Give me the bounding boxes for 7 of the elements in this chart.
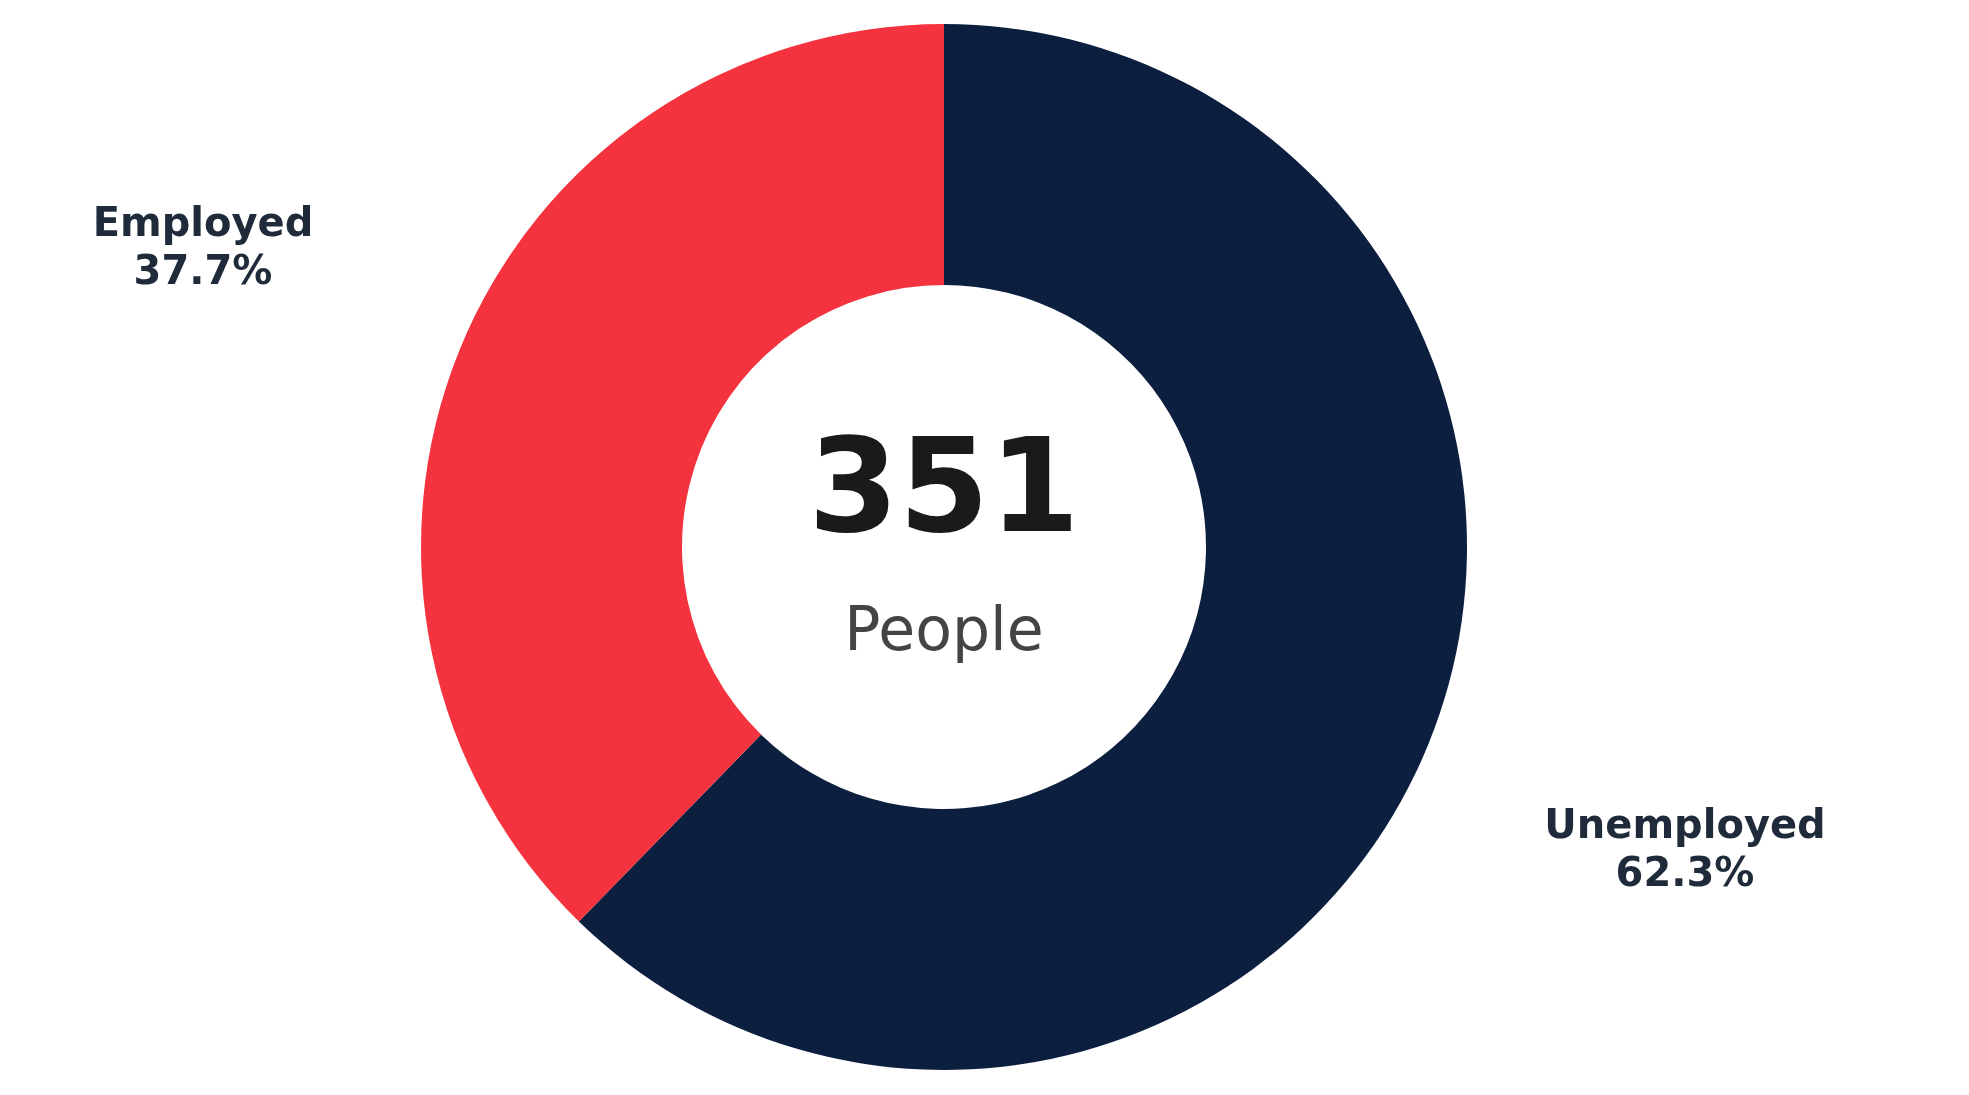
text: 351 (808, 410, 1080, 562)
slice-label: Unemployed (1544, 801, 1826, 848)
data-label: 62.3% (1615, 849, 1755, 896)
donut-slice (578, 24, 1467, 1070)
text: People (844, 594, 1044, 664)
slice-label: Employed (92, 198, 314, 245)
data-label: 37.7% (133, 246, 273, 293)
